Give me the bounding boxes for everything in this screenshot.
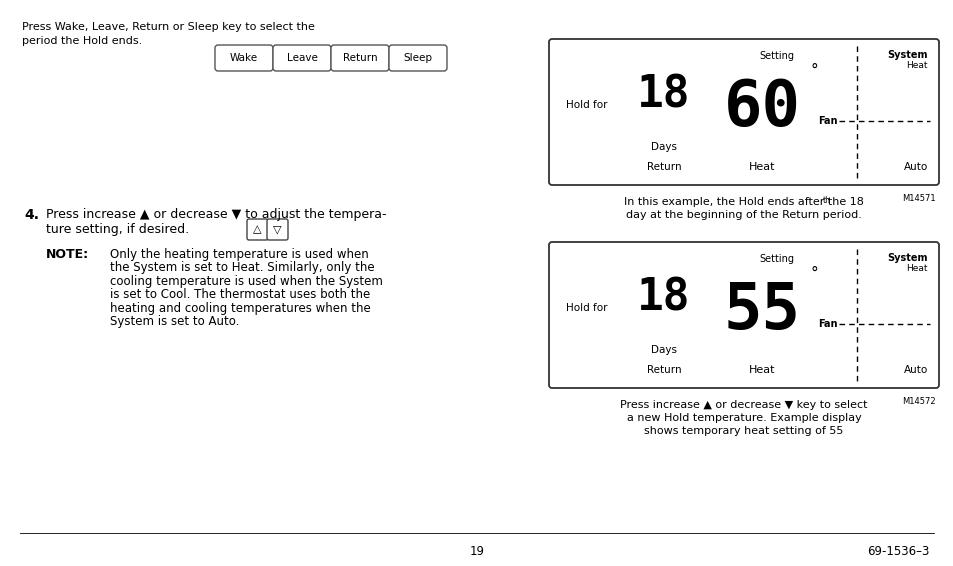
Text: heating and cooling temperatures when the: heating and cooling temperatures when th… <box>110 302 371 315</box>
FancyBboxPatch shape <box>214 45 273 71</box>
Text: Heat: Heat <box>905 264 927 273</box>
Text: °: ° <box>809 62 817 78</box>
Text: M14571: M14571 <box>902 194 935 203</box>
Text: M14572: M14572 <box>902 397 935 406</box>
Text: Return: Return <box>646 365 680 375</box>
FancyBboxPatch shape <box>273 45 331 71</box>
Text: 55: 55 <box>722 280 800 342</box>
Text: Heat: Heat <box>748 365 775 375</box>
FancyBboxPatch shape <box>548 39 938 185</box>
Text: 60: 60 <box>722 77 800 139</box>
Text: Days: Days <box>650 142 677 152</box>
Text: Sleep: Sleep <box>403 53 432 63</box>
FancyBboxPatch shape <box>548 242 938 388</box>
Text: 4.: 4. <box>24 208 39 222</box>
Text: Press increase ▲ or decrease ▼ key to select: Press increase ▲ or decrease ▼ key to se… <box>619 400 867 410</box>
Text: cooling temperature is used when the System: cooling temperature is used when the Sys… <box>110 275 382 288</box>
Text: Fan: Fan <box>817 116 837 126</box>
FancyBboxPatch shape <box>247 219 268 240</box>
Text: °: ° <box>809 265 817 281</box>
Text: Days: Days <box>650 345 677 355</box>
Text: th: th <box>822 196 830 205</box>
Text: Setting: Setting <box>759 254 794 264</box>
Text: 18: 18 <box>637 74 690 117</box>
Text: System: System <box>886 50 927 60</box>
Text: Hold for: Hold for <box>565 100 607 110</box>
Text: ture setting, if desired.: ture setting, if desired. <box>46 223 189 236</box>
Text: In this example, the Hold ends after the 18: In this example, the Hold ends after the… <box>623 197 863 207</box>
Text: Fan: Fan <box>817 319 837 329</box>
FancyBboxPatch shape <box>331 45 389 71</box>
Text: the System is set to Heat. Similarly, only the: the System is set to Heat. Similarly, on… <box>110 261 375 275</box>
Text: Setting: Setting <box>759 51 794 61</box>
FancyBboxPatch shape <box>267 219 288 240</box>
Text: 18: 18 <box>637 277 690 320</box>
Text: △: △ <box>253 225 261 234</box>
Text: 69-1536–3: 69-1536–3 <box>866 545 929 558</box>
Text: shows temporary heat setting of 55: shows temporary heat setting of 55 <box>643 426 842 436</box>
Text: NOTE:: NOTE: <box>46 248 89 261</box>
Text: is set to Cool. The thermostat uses both the: is set to Cool. The thermostat uses both… <box>110 289 370 302</box>
Text: Heat: Heat <box>748 162 775 172</box>
Text: ▽: ▽ <box>273 225 281 234</box>
Text: System is set to Auto.: System is set to Auto. <box>110 315 239 328</box>
Text: Return: Return <box>646 162 680 172</box>
Text: Wake: Wake <box>230 53 258 63</box>
Text: Hold for: Hold for <box>565 303 607 313</box>
Text: period the Hold ends.: period the Hold ends. <box>22 36 142 46</box>
Text: Only the heating temperature is used when: Only the heating temperature is used whe… <box>110 248 369 261</box>
Text: Heat: Heat <box>905 61 927 70</box>
Text: Press increase ▲ or decrease ▼ to adjust the tempera-: Press increase ▲ or decrease ▼ to adjust… <box>46 208 386 221</box>
Text: Return: Return <box>342 53 377 63</box>
Text: Press Wake, Leave, Return or Sleep key to select the: Press Wake, Leave, Return or Sleep key t… <box>22 22 314 32</box>
Text: 19: 19 <box>469 545 484 558</box>
Text: day at the beginning of the Return period.: day at the beginning of the Return perio… <box>625 210 861 220</box>
Text: System: System <box>886 253 927 263</box>
Text: a new Hold temperature. Example display: a new Hold temperature. Example display <box>626 413 861 423</box>
Text: Auto: Auto <box>902 162 927 172</box>
FancyBboxPatch shape <box>389 45 447 71</box>
Text: Leave: Leave <box>286 53 317 63</box>
Text: Auto: Auto <box>902 365 927 375</box>
